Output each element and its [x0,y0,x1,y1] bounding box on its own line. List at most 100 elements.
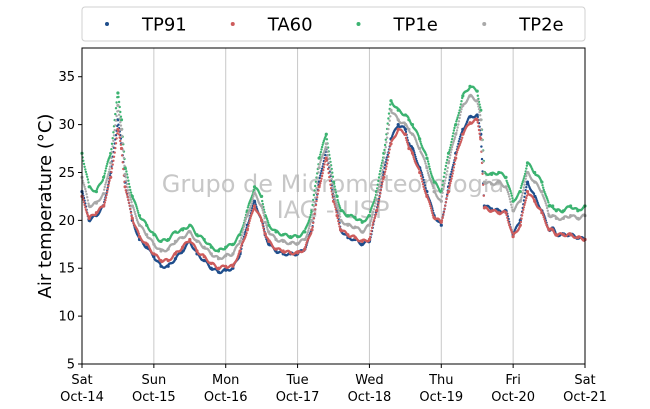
series-marker [431,211,434,215]
series-marker [337,208,340,211]
series-marker [482,160,485,164]
series-marker [128,194,131,197]
series-marker [312,198,315,202]
series-marker [319,150,323,154]
series-marker [457,114,460,117]
series-marker [504,210,507,213]
data-point [389,108,393,112]
series-marker [104,169,107,173]
series-marker [248,208,251,211]
series-marker [338,212,341,216]
series-marker [104,199,107,202]
series-marker [482,171,485,174]
series-marker [159,263,162,266]
series-marker [110,167,114,170]
series-marker [459,110,463,114]
series-marker [332,182,336,185]
series-marker [313,200,316,204]
series-marker [312,209,315,212]
series-marker [319,182,322,185]
series-marker [249,206,252,209]
series-marker [250,202,253,205]
series-marker [523,192,527,195]
series-marker [381,159,384,162]
series-marker [117,95,120,99]
series-marker [522,199,526,202]
series-marker [426,160,430,163]
series-marker [525,196,528,200]
legend-label-TA60: TA60 [267,15,313,36]
series-marker [372,221,375,224]
series-marker [250,200,254,203]
series-marker [128,204,131,207]
series-marker [238,250,241,253]
series-marker [481,149,484,153]
legend-marker-TP2e [482,22,487,26]
series-marker [323,163,326,166]
series-marker [422,156,425,159]
series-marker [104,183,107,186]
series-marker [129,188,132,192]
series-marker [82,198,85,201]
series-marker [107,170,111,174]
series-marker [326,154,330,157]
series-marker [432,178,435,182]
series-marker [114,112,117,116]
series-marker [522,186,526,189]
series-marker [453,137,456,141]
series-marker [106,162,109,166]
series-marker [384,168,387,171]
series-marker [308,222,312,226]
series-marker [453,126,456,130]
series-marker [316,176,319,179]
series-marker [389,103,392,106]
series-marker [103,185,107,189]
series-marker [447,186,451,190]
series-marker [314,184,317,188]
series-marker [377,179,380,183]
series-marker [336,199,339,202]
series-marker [242,225,246,228]
x-tick-date: Oct-17 [276,390,320,405]
x-tick-day: Fri [505,373,521,388]
series-marker [319,179,323,183]
series-marker [428,165,431,168]
series-marker [112,155,116,158]
series-marker [446,170,449,173]
series-marker [414,139,418,142]
series-marker [477,105,480,108]
series-marker [480,157,484,161]
series-marker [475,90,478,93]
series-marker [114,146,117,150]
series-marker [374,202,377,205]
x-tick-day: Wed [355,373,383,388]
series-marker [84,206,87,209]
series-marker [125,193,129,196]
series-marker [209,243,212,247]
series-marker [377,176,381,179]
series-marker [532,198,536,201]
series-marker [451,143,454,146]
series-marker [419,172,422,175]
y-tick-label: 35 [58,70,75,85]
series-marker [265,224,268,227]
series-marker [137,211,140,214]
series-marker [413,158,416,161]
series-marker [267,230,270,233]
series-marker [240,234,244,237]
series-marker [328,179,332,183]
series-marker [522,179,525,182]
series-marker [523,183,526,186]
series-marker [108,165,112,168]
series-marker [106,175,109,178]
series-marker [380,183,384,186]
series-marker [459,113,462,117]
series-marker [447,159,451,163]
series-marker [456,126,459,129]
series-marker [313,212,316,215]
series-marker [326,167,330,171]
series-marker [476,94,479,97]
series-marker [367,223,370,226]
series-marker [261,209,264,212]
